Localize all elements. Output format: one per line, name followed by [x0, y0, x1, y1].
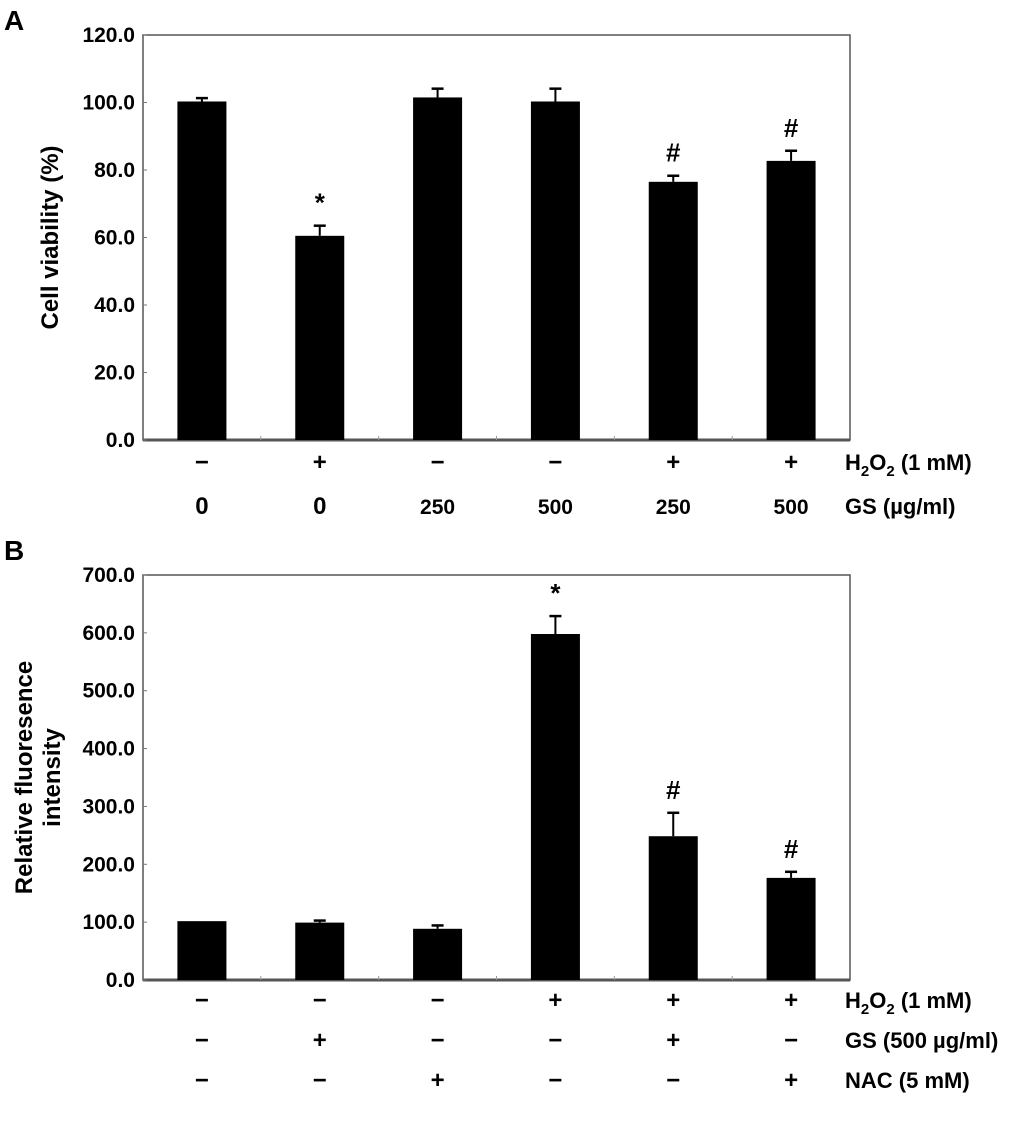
bar [530, 101, 580, 441]
label-part: 2 [861, 1001, 869, 1018]
y-tick-label: 0.0 [106, 429, 135, 452]
condition-value: + [313, 449, 327, 476]
condition-value: − [313, 987, 327, 1014]
condition-value: 500 [538, 496, 573, 519]
label-part: O [869, 988, 886, 1013]
bar [177, 921, 227, 980]
y-tick-label: 200.0 [82, 853, 135, 876]
condition-value: − [195, 1067, 209, 1094]
y-tick-label: 400.0 [82, 738, 135, 761]
condition-value: − [313, 1067, 327, 1094]
panel-label: A [4, 5, 24, 36]
bar [766, 160, 816, 440]
y-tick-label: 100.0 [82, 92, 135, 115]
y-axis-label: Cell viability (%) [37, 145, 64, 329]
bar [177, 101, 227, 441]
condition-row-label: H2O2 (1 mM) [845, 988, 972, 1018]
label-part: (1 mM) [895, 988, 972, 1013]
y-axis-label: intensity [39, 728, 66, 827]
bar [413, 97, 463, 440]
condition-row-label: GS (500 µg/ml) [845, 1028, 998, 1053]
condition-value: + [784, 987, 798, 1014]
bar [648, 181, 698, 440]
condition-value: − [431, 987, 445, 1014]
significance-marker: * [315, 188, 326, 218]
condition-row-label: H2O2 (1 mM) [845, 450, 972, 480]
label-part: 2 [886, 463, 894, 480]
condition-value: 500 [774, 496, 809, 519]
condition-value: + [548, 987, 562, 1014]
condition-value: 250 [420, 496, 455, 519]
significance-marker: # [784, 834, 799, 864]
condition-value: − [431, 449, 445, 476]
y-tick-label: 600.0 [82, 622, 135, 645]
condition-value: − [195, 1027, 209, 1054]
bar [766, 877, 816, 980]
condition-value: 0 [313, 493, 326, 520]
condition-row-label: NAC (5 mM) [845, 1068, 970, 1093]
significance-marker: # [666, 775, 681, 805]
condition-value: − [548, 1067, 562, 1094]
condition-value: + [784, 1067, 798, 1094]
bar [295, 235, 345, 440]
significance-marker: * [550, 578, 561, 608]
y-tick-label: 0.0 [106, 969, 135, 992]
condition-row-label: GS (µg/ml) [845, 494, 955, 519]
bar [295, 922, 345, 980]
y-tick-label: 120.0 [82, 24, 135, 47]
condition-value: − [195, 449, 209, 476]
y-tick-label: 80.0 [94, 159, 135, 182]
condition-value: − [784, 1027, 798, 1054]
y-tick-label: 500.0 [82, 680, 135, 703]
y-tick-label: 700.0 [82, 564, 135, 587]
significance-marker: # [666, 138, 681, 168]
condition-value: − [431, 1027, 445, 1054]
condition-value: 250 [656, 496, 691, 519]
y-tick-label: 40.0 [94, 294, 135, 317]
panel-label: B [4, 535, 24, 566]
label-part: H [845, 450, 861, 475]
y-tick-label: 20.0 [94, 362, 135, 385]
y-tick-label: 300.0 [82, 795, 135, 818]
condition-value: − [548, 449, 562, 476]
condition-value: + [666, 1027, 680, 1054]
condition-value: − [666, 1067, 680, 1094]
condition-value: + [313, 1027, 327, 1054]
label-part: 2 [861, 463, 869, 480]
significance-marker: # [784, 113, 799, 143]
condition-value: + [666, 987, 680, 1014]
condition-value: + [431, 1067, 445, 1094]
y-tick-label: 100.0 [82, 911, 135, 934]
condition-value: + [784, 449, 798, 476]
label-part: O [869, 450, 886, 475]
plot-frame [142, 34, 851, 441]
plot-frame [142, 574, 851, 981]
condition-value: − [548, 1027, 562, 1054]
bar [413, 928, 463, 980]
condition-value: 0 [195, 493, 208, 520]
condition-value: + [666, 449, 680, 476]
label-part: 2 [886, 1001, 894, 1018]
bar [648, 836, 698, 980]
y-axis-label: Relative fluoresence [11, 661, 38, 894]
bar [530, 634, 580, 980]
label-part: H [845, 988, 861, 1013]
label-part: (1 mM) [895, 450, 972, 475]
y-tick-label: 60.0 [94, 227, 135, 250]
condition-value: − [195, 987, 209, 1014]
